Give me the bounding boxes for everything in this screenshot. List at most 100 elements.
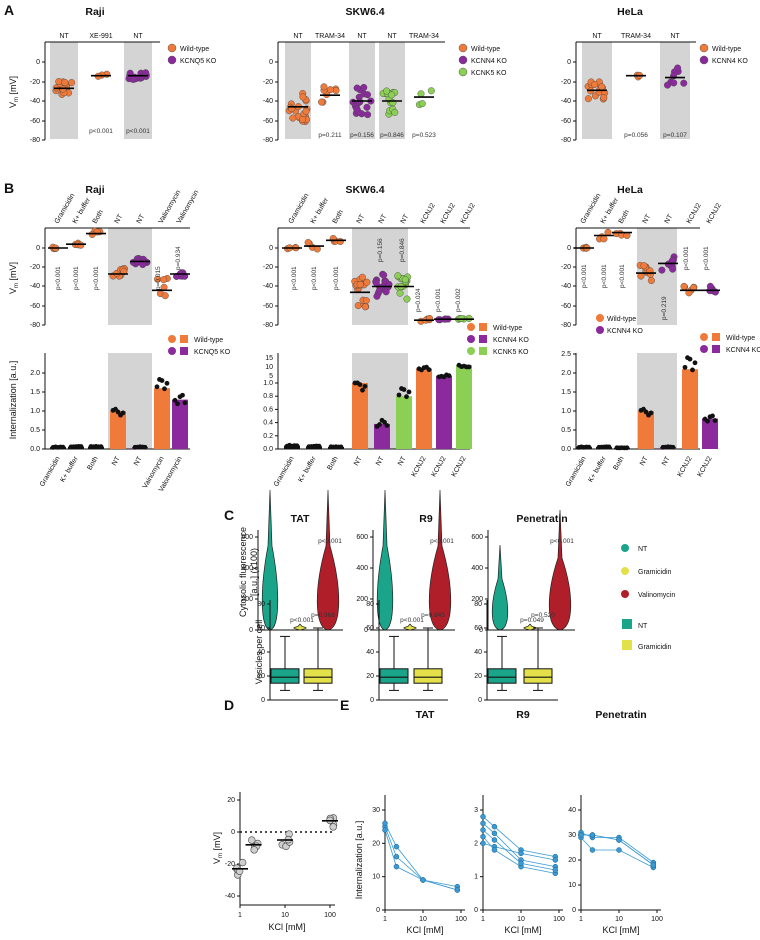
tick-label: 1: [481, 916, 485, 923]
panel-c: TAT R9 Penetratin Cytosolic fluorescence…: [238, 489, 675, 704]
bar: [416, 368, 432, 449]
d-xlabel: KCl [mM]: [269, 922, 306, 932]
series-line: [384, 829, 458, 891]
data-point: [680, 282, 688, 290]
svg-text:0: 0: [567, 245, 571, 252]
data-point: [55, 78, 63, 86]
data-point: [161, 292, 169, 300]
tick-label: 30: [568, 832, 576, 839]
data-point: [358, 273, 366, 281]
svg-text:p<0.001: p<0.001: [73, 266, 80, 290]
data-point: [88, 230, 96, 238]
bar: [682, 369, 698, 449]
data-point: [647, 277, 655, 285]
p-label: p=0.968: [311, 612, 335, 619]
bar-point: [606, 444, 612, 450]
tick-label: 80: [257, 601, 265, 608]
data-point: [396, 289, 404, 297]
bar-label: KCNJ2: [451, 455, 468, 478]
raji-shade-2: [124, 42, 152, 139]
skw-a-points: [285, 83, 435, 126]
bar-point: [670, 444, 676, 450]
series-line: [482, 836, 556, 874]
svg-text:NT: NT: [357, 33, 367, 40]
data-point: [393, 843, 400, 850]
data-point: [427, 87, 435, 95]
data-point: [394, 272, 402, 280]
tick-label: 20: [372, 840, 380, 847]
data-point: [393, 863, 400, 870]
bar-point: [384, 423, 390, 428]
bar-point: [446, 373, 452, 379]
data-point: [361, 303, 369, 311]
tick-label: 20: [257, 673, 265, 680]
condition-label: NT: [136, 213, 147, 225]
tick-label: 40: [474, 649, 482, 656]
data-point: [420, 877, 426, 883]
skw-title: SKW6.4: [345, 6, 384, 18]
data-point: [383, 87, 391, 95]
data-point: [418, 100, 426, 108]
bar-point: [175, 401, 180, 407]
svg-text:R9: R9: [419, 513, 433, 525]
data-point: [364, 111, 372, 119]
box: [523, 668, 553, 684]
svg-text:-20: -20: [30, 79, 40, 86]
data-point: [289, 114, 297, 122]
tick-label: 0.5: [30, 427, 40, 434]
svg-text:-60: -60: [30, 303, 40, 310]
tick-label: 1.0: [263, 380, 273, 387]
data-point: [353, 105, 361, 113]
tick-label: 200: [356, 596, 368, 603]
panel-d: 20 0 -20 -40 1 10 100 Vm [mV] KCl [mM]: [212, 792, 338, 932]
data-point: [318, 98, 326, 106]
svg-text:TRAM-34: TRAM-34: [621, 33, 651, 40]
p-label: p<0.001: [318, 538, 342, 545]
bar-point: [182, 400, 188, 406]
data-point: [299, 93, 307, 101]
data-point: [417, 90, 425, 98]
bar-label: NT: [661, 455, 672, 467]
svg-text:NT: NT: [387, 33, 397, 40]
bar-point: [142, 444, 148, 450]
tick-label: 0: [231, 829, 235, 836]
bar-point: [360, 387, 365, 393]
data-point: [248, 836, 256, 844]
panel-a: Raji 0 -20 -40 -60 -80 Vm [mV] NT XE-991…: [8, 6, 748, 144]
svg-text:[a.u.] (x100): [a.u.] (x100): [249, 548, 259, 596]
raji-a-points: [52, 69, 150, 98]
data-point: [491, 830, 498, 837]
panel-label-d: D: [224, 697, 234, 713]
bar-point: [316, 443, 322, 449]
svg-text:Penetratin: Penetratin: [516, 513, 567, 525]
svg-text:NT: NT: [638, 623, 648, 630]
box: [379, 668, 409, 684]
box: [270, 668, 300, 684]
tick-label: 80: [366, 601, 374, 608]
tick-label: 100: [553, 916, 565, 923]
bar-point: [338, 444, 344, 450]
bar: [172, 399, 188, 449]
condition-label: KCNJ2: [460, 202, 477, 225]
data-point: [391, 108, 399, 116]
bar-label: K+ buffer: [59, 455, 80, 484]
box: [413, 668, 443, 684]
data-point: [685, 289, 693, 297]
data-point: [363, 91, 371, 99]
panel-label-b: B: [4, 180, 14, 196]
tick-label: 2.0: [561, 370, 571, 377]
data-point: [658, 266, 666, 274]
tick-label: 400: [471, 565, 483, 572]
tick-label: 3: [474, 807, 478, 814]
svg-text:-60: -60: [263, 118, 273, 125]
data-point: [680, 79, 688, 87]
tick-label: 0.2: [263, 433, 273, 440]
violin: [316, 489, 340, 631]
tick-label: 40: [257, 649, 265, 656]
data-point: [480, 820, 486, 827]
data-point: [480, 813, 486, 820]
svg-text:Internalization [a.u.]: Internalization [a.u.]: [8, 361, 18, 440]
bar: [396, 396, 412, 449]
data-point: [670, 79, 678, 87]
